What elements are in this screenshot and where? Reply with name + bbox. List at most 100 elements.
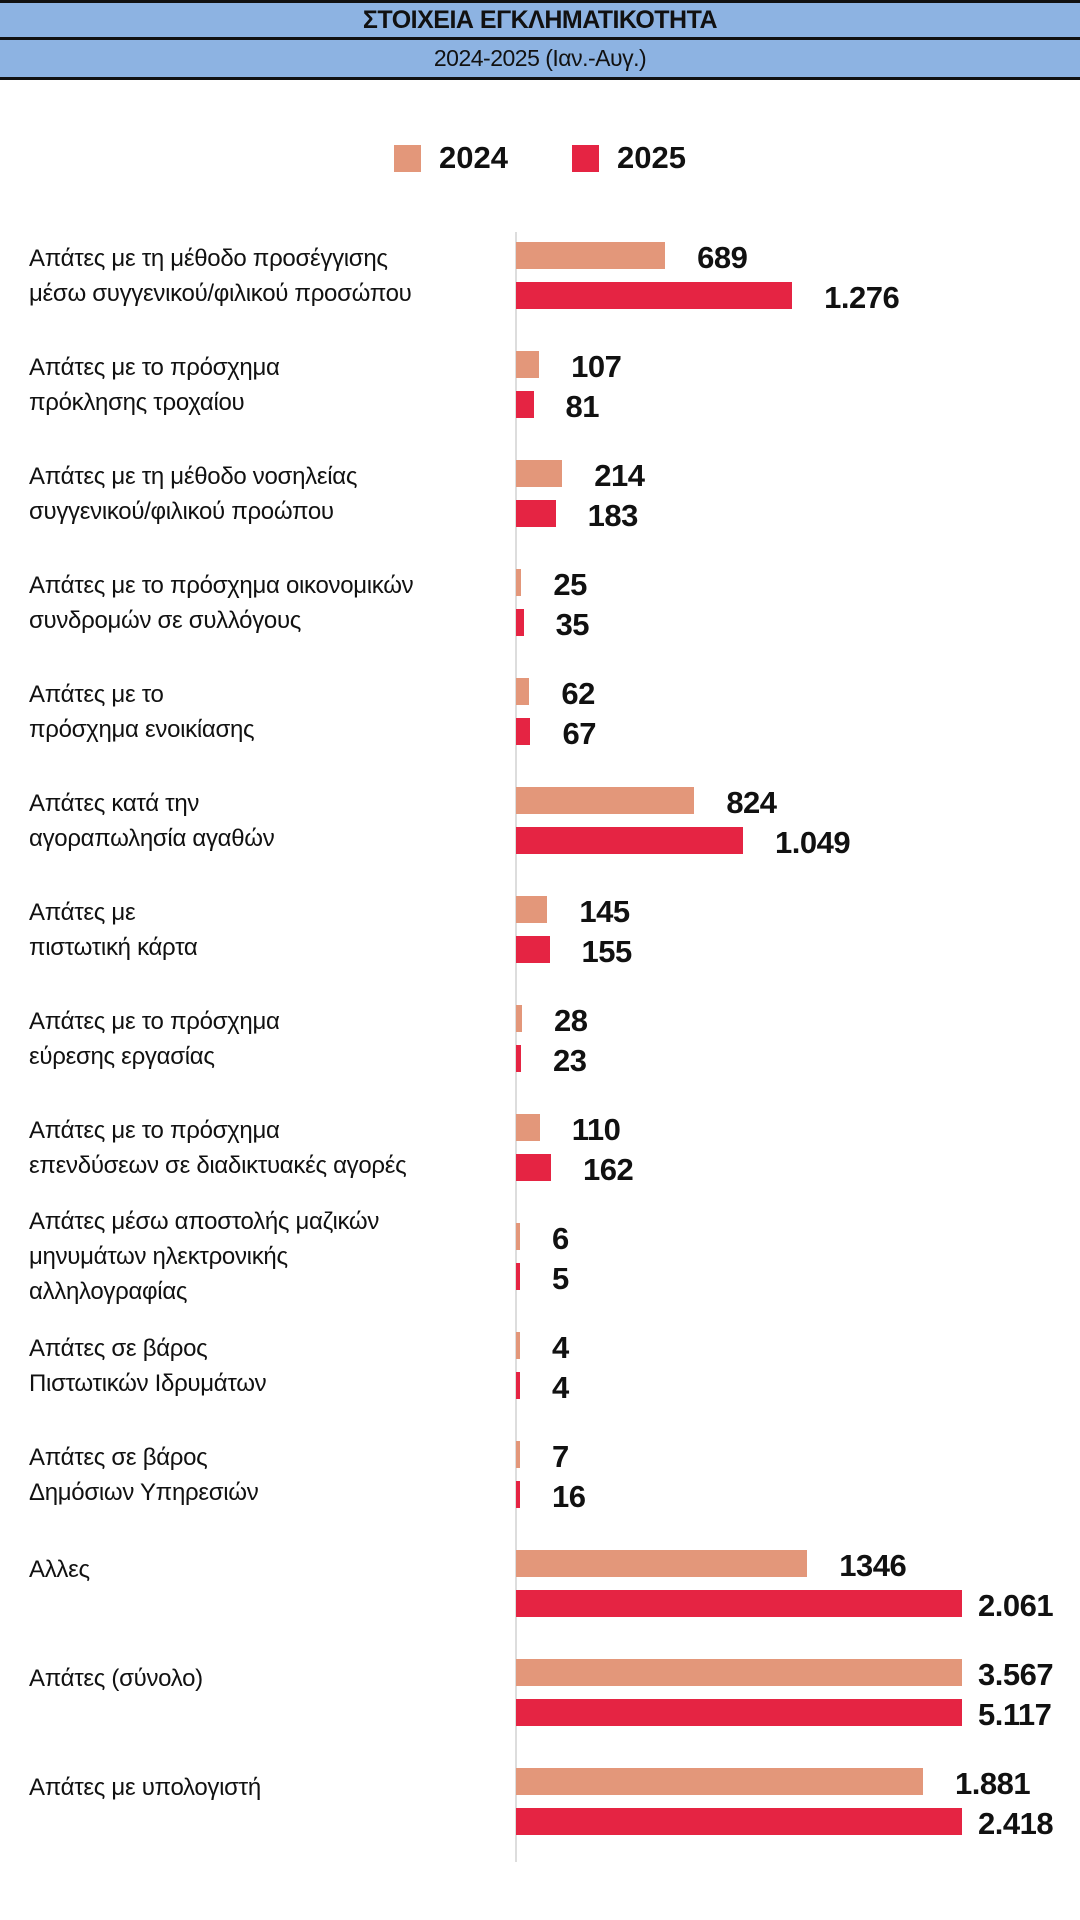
category-label-line: Απάτες σε βάρος (29, 1443, 208, 1471)
bar-2025 (516, 936, 550, 963)
bar-2024 (516, 1223, 520, 1250)
value-label-2025: 183 (587, 498, 639, 533)
category-label: Απάτες σε βάρος Πιστωτικών Ιδρυμάτων (29, 1331, 489, 1401)
value-label-2025: 2.061 (978, 1588, 1054, 1623)
bar-2025 (516, 500, 556, 527)
category-label-line: αγοραπωλησία αγαθών (29, 824, 275, 852)
bar-2025 (516, 1808, 962, 1835)
category-label-line: Δημόσιων Υπηρεσιών (29, 1478, 259, 1506)
category-label: Απάτες σε βάρος Δημόσιων Υπηρεσιών (29, 1440, 489, 1510)
value-label-2024: 1.881 (955, 1766, 1031, 1801)
bar-2025 (516, 391, 534, 418)
category-label-line: Απάτες με υπολογιστή (29, 1774, 261, 1801)
category-label-line: πιστωτική κάρτα (29, 933, 198, 961)
category-label-line: Πιστωτικών Ιδρυμάτων (29, 1369, 267, 1397)
value-label-2024: 1346 (839, 1548, 907, 1583)
bar-2024 (516, 1659, 962, 1686)
category-label-line: Απάτες μέσω αποστολής μαζικών (29, 1208, 380, 1235)
bar-2024 (516, 242, 666, 269)
category-label: Απάτες με τη μέθοδο νοσηλείας συγγενικού/… (29, 459, 489, 529)
category-label-line: πρόσχημα ενοικίασης (29, 715, 255, 743)
chart-title: ΣΤΟΙΧΕΙΑ ΕΓΚΛΗΜΑΤΙΚΟΤΗΤΑ (0, 0, 1080, 40)
category-label: Απάτες (σύνολο) (29, 1661, 489, 1696)
value-label-2025: 35 (555, 607, 590, 642)
category-label-line: Απάτες κατά την (29, 789, 200, 817)
category-label-line: Απάτες με (29, 898, 136, 926)
legend-item-2025: 2025 (572, 140, 686, 176)
category-label: Απάτες κατά την αγοραπωλησία αγαθών (29, 786, 489, 856)
value-label-2024: 689 (697, 240, 748, 275)
value-label-2025: 2.418 (978, 1806, 1054, 1841)
value-label-2025: 162 (583, 1152, 634, 1187)
value-label-2025: 1.276 (824, 280, 900, 315)
category-label: Απάτες με το πρόσχημα εύρεσης εργασίας (29, 1004, 489, 1074)
bar-2024 (516, 678, 530, 705)
bar-2024 (516, 1441, 520, 1468)
bar-2025 (516, 1154, 552, 1181)
bar-2024 (516, 1550, 808, 1577)
legend-item-2024: 2024 (394, 140, 508, 176)
value-label-2024: 3.567 (978, 1657, 1054, 1692)
legend-swatch-2024 (394, 144, 422, 172)
category-label-line: Απάτες σε βάρος (29, 1334, 208, 1362)
bar-2025 (516, 1372, 520, 1399)
value-label-2024: 145 (579, 894, 630, 929)
value-label-2024: 214 (594, 458, 645, 493)
bar-2024 (516, 896, 548, 923)
category-label: Απάτες με το πρόσχημα πρόκλησης τροχαίου (29, 350, 489, 420)
bar-2024 (516, 1005, 523, 1032)
category-label-line: μέσω συγγενικού/φιλικού προσώπου (29, 279, 412, 307)
bar-2025 (516, 718, 531, 745)
value-label-2024: 25 (553, 567, 587, 602)
bar-2025 (516, 1699, 962, 1726)
category-label-line: Απάτες με το πρόσχημα (29, 1007, 280, 1035)
category-label: Απάτες με τη μέθοδο προσέγγισης μέσω συγγ… (29, 241, 489, 311)
category-label: Απάτες με πιστωτική κάρτα (29, 895, 489, 965)
bar-2025 (516, 609, 524, 636)
category-label-line: Απάτες με το (29, 680, 164, 708)
value-label-2025: 81 (565, 389, 600, 424)
value-label-2024: 107 (571, 349, 622, 384)
legend: 2024 2025 (0, 140, 1080, 176)
bar-2025 (516, 282, 793, 309)
category-label-line: επενδύσεων σε διαδικτυακές αγορές (29, 1151, 407, 1179)
value-label-2024: 6 (552, 1221, 569, 1256)
category-label-line: Απάτες με τη μέθοδο νοσηλείας (29, 462, 358, 490)
value-label-2024: 28 (554, 1003, 588, 1038)
category-label: Απάτες με υπολογιστή (29, 1770, 489, 1805)
bar-2024 (516, 1332, 520, 1359)
legend-label-2024: 2024 (439, 140, 508, 175)
category-label-line: Απάτες (σύνολο) (29, 1665, 203, 1692)
value-label-2024: 62 (561, 676, 595, 711)
bar-2024 (516, 460, 563, 487)
category-label-line: Αλλες (29, 1556, 90, 1583)
value-label-2025: 1.049 (775, 825, 851, 860)
value-label-2025: 5.117 (978, 1697, 1052, 1732)
category-label-line: αλληλογραφίας (29, 1278, 188, 1305)
value-label-2024: 7 (552, 1439, 569, 1474)
value-label-2025: 4 (552, 1370, 569, 1405)
bar-2024 (516, 569, 522, 596)
bar-2025 (516, 827, 743, 854)
category-label-line: Απάτες με τη μέθοδο προσέγγισης (29, 244, 388, 272)
bar-2024 (516, 787, 695, 814)
bar-2025 (516, 1045, 521, 1072)
category-label: Απάτες μέσω αποστολής μαζικών μηνυμάτων η… (29, 1204, 489, 1309)
value-label-2024: 824 (726, 785, 777, 820)
bar-2024 (516, 1114, 540, 1141)
category-label-line: πρόκλησης τροχαίου (29, 388, 245, 416)
legend-label-2025: 2025 (617, 140, 686, 175)
category-label-line: συνδρομών σε συλλόγους (29, 606, 302, 634)
category-label-line: Απάτες με το πρόσχημα (29, 1116, 280, 1144)
bar-2025 (516, 1590, 962, 1617)
category-label: Αλλες (29, 1552, 489, 1587)
value-label-2025: 16 (552, 1479, 586, 1514)
category-label-line: εύρεσης εργασίας (29, 1042, 215, 1070)
category-label-line: συγγενικού/φιλικού προώπου (29, 497, 334, 525)
bar-2024 (516, 351, 540, 378)
category-label-line: μηνυμάτων ηλεκτρονικής (29, 1243, 288, 1270)
value-label-2025: 5 (552, 1261, 569, 1296)
category-label: Απάτες με το πρόσχημα οικονομικών συνδρομ… (29, 568, 489, 638)
bar-2025 (516, 1263, 520, 1290)
category-label: Απάτες με το πρόσχημα ενοικίασης (29, 677, 489, 747)
